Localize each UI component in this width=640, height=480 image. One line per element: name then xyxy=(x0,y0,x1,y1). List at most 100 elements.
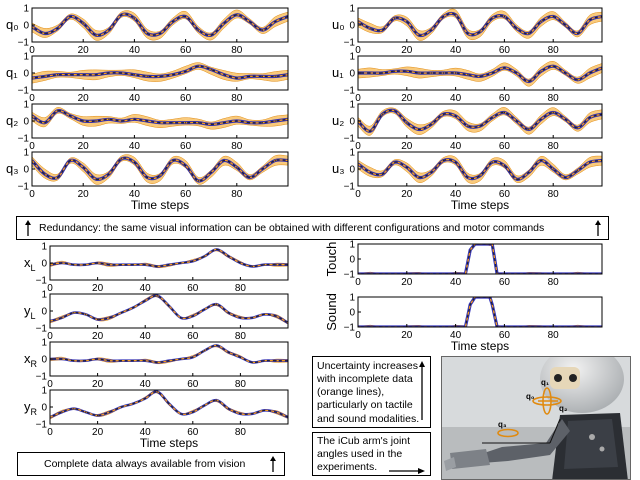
plot-area xyxy=(358,61,602,87)
x-tick-label: 60 xyxy=(187,379,199,390)
x-axis-label: Time steps xyxy=(140,436,198,450)
y-tick-label: 0 xyxy=(41,307,47,318)
x-tick-label: 40 xyxy=(129,93,141,104)
data-point xyxy=(69,74,71,76)
plot-area xyxy=(358,107,602,136)
data-point xyxy=(552,65,554,67)
plot-area xyxy=(358,8,602,41)
data-point xyxy=(503,15,505,18)
data-point xyxy=(61,262,63,264)
y-tick-label: 1 xyxy=(349,52,355,63)
data-point xyxy=(192,356,194,358)
data-point xyxy=(61,411,63,413)
data-point xyxy=(418,72,420,74)
y-tick-label: 1 xyxy=(23,148,29,159)
y-tick-label: −1 xyxy=(36,324,48,335)
y-tick-label: 0 xyxy=(23,21,29,32)
data-point xyxy=(274,120,276,122)
y-tick-label: −1 xyxy=(36,420,48,431)
x-tick-label: 60 xyxy=(180,141,192,152)
data-point xyxy=(455,72,457,74)
data-point xyxy=(69,15,71,18)
data-point xyxy=(172,159,174,162)
data-point xyxy=(442,15,444,18)
y-tick-label: 1 xyxy=(23,4,29,15)
y-tick-label: −1 xyxy=(344,182,356,193)
data-point xyxy=(223,122,225,124)
data-point xyxy=(430,72,432,74)
data-point xyxy=(82,166,84,168)
data-point xyxy=(197,29,199,31)
uncertainty-band xyxy=(358,244,601,274)
y-tick-label: 0 xyxy=(349,308,355,319)
x-tick-label: 20 xyxy=(401,45,413,56)
data-point xyxy=(44,173,46,175)
series-line-reconstruction xyxy=(50,344,288,364)
x-tick-label: 20 xyxy=(78,93,90,104)
y-tick-label: 0 xyxy=(23,69,29,80)
x-tick-label: 20 xyxy=(78,189,90,200)
data-point xyxy=(516,27,518,29)
data-point xyxy=(239,413,241,415)
x-axis-label: Time steps xyxy=(451,339,509,353)
up-arrow-icon xyxy=(595,220,601,236)
data-point xyxy=(97,414,99,417)
data-point xyxy=(491,72,493,74)
x-tick-label: 20 xyxy=(401,330,413,341)
data-point xyxy=(172,122,174,124)
plot-area xyxy=(358,297,602,327)
data-point xyxy=(261,168,263,170)
plot-area xyxy=(50,248,288,269)
x-tick-label: 20 xyxy=(78,141,90,152)
data-point xyxy=(95,178,97,180)
data-point xyxy=(564,24,567,26)
data-point xyxy=(274,75,276,77)
data-point xyxy=(132,307,134,309)
data-point xyxy=(261,29,263,31)
data-point xyxy=(503,111,505,114)
data-point xyxy=(274,21,276,23)
data-point xyxy=(146,120,148,122)
data-point xyxy=(503,67,505,69)
data-point xyxy=(73,264,75,266)
data-point xyxy=(381,72,383,74)
data-point xyxy=(108,360,111,362)
data-point xyxy=(540,70,542,72)
data-point xyxy=(197,122,199,124)
plot-area xyxy=(50,344,288,365)
data-point xyxy=(108,29,110,31)
data-point xyxy=(120,406,122,408)
data-point xyxy=(491,117,493,119)
data-point xyxy=(274,159,276,162)
up-arrow-icon xyxy=(270,456,276,472)
uncertainty-band xyxy=(32,9,288,41)
data-point xyxy=(180,413,182,415)
data-point xyxy=(216,399,218,401)
x-tick-label: 0 xyxy=(355,330,361,341)
series-line-predicted xyxy=(32,12,288,38)
data-point xyxy=(108,118,110,120)
data-point xyxy=(469,249,471,251)
data-point xyxy=(133,118,135,120)
data-point xyxy=(406,122,408,124)
y-axis-label: q₀ xyxy=(6,17,19,32)
redundancy-text: Redundancy: the same visual information … xyxy=(39,222,545,234)
data-point xyxy=(251,413,253,415)
data-point xyxy=(133,17,135,19)
data-point xyxy=(216,344,218,346)
data-point xyxy=(275,264,277,266)
data-point xyxy=(168,360,170,362)
y-tick-label: 0 xyxy=(349,21,355,32)
x-tick-label: 60 xyxy=(499,93,511,104)
data-point xyxy=(73,312,75,314)
data-point xyxy=(236,77,238,79)
data-point xyxy=(467,176,469,179)
axes-frame xyxy=(357,296,603,328)
data-point xyxy=(185,122,187,124)
data-point xyxy=(275,411,277,413)
data-point xyxy=(261,122,263,124)
